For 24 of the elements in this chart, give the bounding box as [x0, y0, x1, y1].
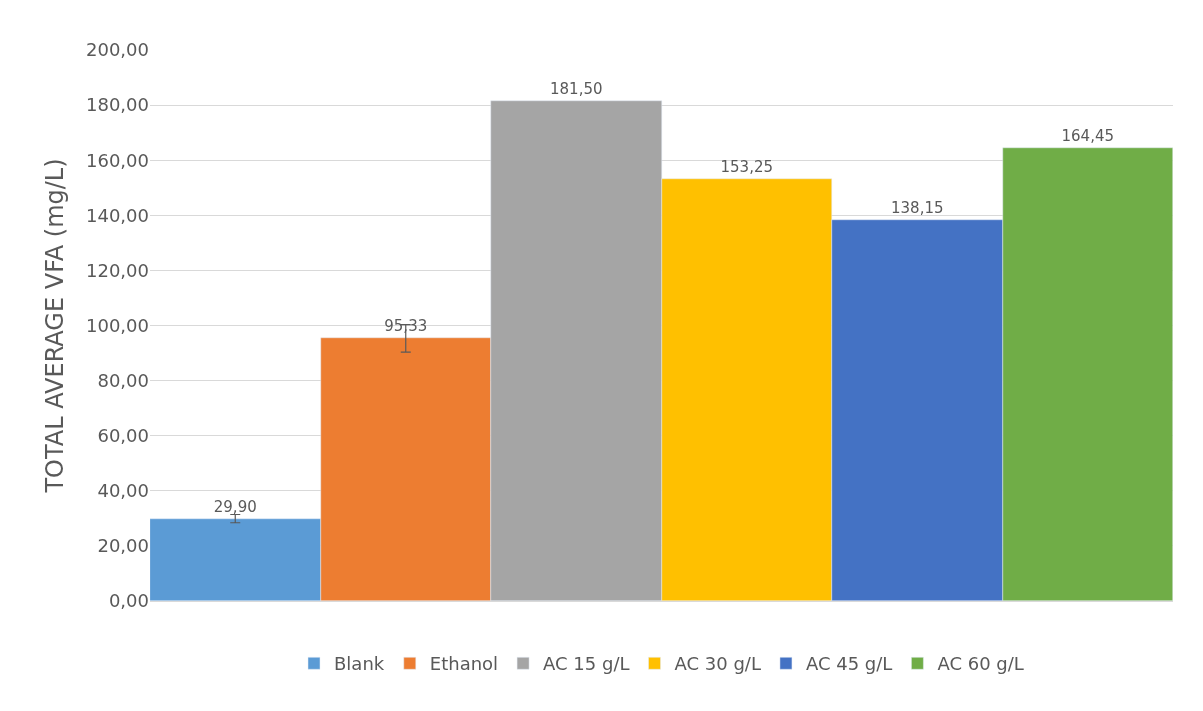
- y-tick-label: 80,00: [97, 369, 149, 391]
- y-tick-label: 140,00: [86, 204, 149, 226]
- y-tick-label: 160,00: [86, 149, 149, 171]
- y-tick-label: 0,00: [108, 590, 149, 612]
- y-tick-label: 60,00: [97, 425, 149, 446]
- y-tick-label: 180,00: [86, 94, 149, 116]
- y-axis-title: TOTAL AVERAGE VFA (mg/L): [41, 158, 70, 494]
- y-tick-label: 40,00: [97, 480, 149, 502]
- data-label: 95,33: [384, 316, 428, 335]
- legend-label: AC 60 g/L: [937, 653, 1024, 675]
- legend-label: AC 15 g/L: [543, 653, 630, 675]
- legend-label: Blank: [334, 653, 385, 675]
- legend-label: Ethanol: [429, 653, 499, 675]
- y-tick-label: 200,00: [86, 39, 149, 61]
- y-tick-label: 100,00: [86, 314, 149, 336]
- data-label: 181,50: [550, 79, 603, 98]
- legend-label: AC 45 g/L: [805, 653, 893, 675]
- data-label: 138,15: [891, 198, 944, 217]
- data-label: 29,90: [213, 497, 257, 516]
- y-tick-label: 120,00: [86, 259, 149, 281]
- y-tick-label: 20,00: [97, 535, 149, 557]
- data-label: 164,45: [1061, 126, 1114, 145]
- legend-label: AC 30 g/L: [674, 653, 761, 675]
- data-label: 153,25: [720, 157, 773, 176]
